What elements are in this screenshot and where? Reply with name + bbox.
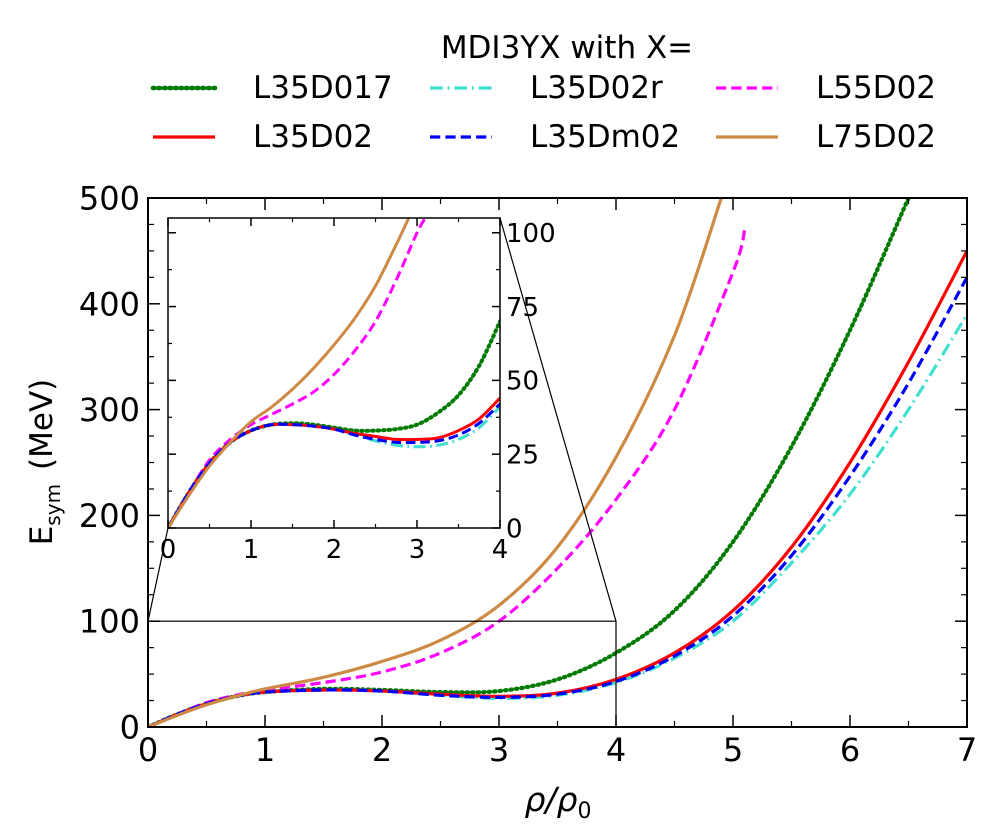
legend-item-l55d02: L55D02 [716,70,936,106]
main-x-tick-label: 4 [606,731,626,769]
inset-y-tick-label: 25 [506,441,539,471]
x-axis-label-sub: 0 [578,799,592,824]
main-y-tick-label: 500 [79,180,140,218]
inset-x-tick-label: 2 [326,535,343,565]
y-axis-label-sub: sym [41,484,65,526]
inset-y-tick-label: 75 [506,293,539,323]
main-line-l55d02 [148,229,747,727]
inset-x-tick-label: 4 [492,535,509,565]
inset-plot-frame [167,217,501,529]
legend-item-l35d02r: L35D02r [430,70,663,106]
main-line-l75d02 [148,198,723,727]
inset-line-l35dm02 [168,402,500,528]
legend-label: L35D017 [253,70,393,106]
main-x-tick-label: 0 [138,731,158,769]
main-x-tick-label: 7 [957,731,977,769]
legend-label: L75D02 [816,119,936,155]
main-y-tick-label: 400 [79,285,140,323]
main-x-tick-label: 6 [840,731,860,769]
inset-y-tick-label: 100 [506,219,556,249]
inset-x-tick-label: 0 [160,535,177,565]
inset-x-tick-label: 3 [409,535,426,565]
legend-item-l35d017: L35D017 [150,70,393,106]
y-axis-label-unit: (MeV) [24,379,60,470]
y-axis-label-main: E [24,526,60,546]
inset-line-l55d02 [168,218,427,528]
x-axis-label-main: ρ/ρ [524,780,577,819]
main-x-tick-label: 5 [723,731,743,769]
legend: MDI3YX with X= L35D017 L35D02r L55D02 L35D0… [150,30,936,155]
legend-item-l35d02: L35D02 [153,119,373,155]
inset-x-tick-label: 1 [243,535,260,565]
legend-label: L35Dm02 [530,119,680,155]
legend-title: MDI3YX with X= [441,30,693,66]
y-axis-label: Esym (MeV) [24,379,65,546]
zoom-connector-left [147,527,169,622]
inset-line-l75d02 [168,218,411,528]
inset-y-tick-label: 50 [506,367,539,397]
main-plot-frame [147,197,968,728]
x-axis-label: ρ/ρ0 [524,780,591,824]
main-line-l35dm02 [148,276,967,727]
legend-item-l35dm02: L35Dm02 [430,119,680,155]
main-y-tick-label: 200 [79,497,140,535]
main-x-tick-label: 1 [255,731,275,769]
legend-label: L35D02r [530,70,663,106]
legend-label: L55D02 [816,70,936,106]
zoom-region-box [147,620,617,728]
main-y-tick-label: 300 [79,391,140,429]
main-y-tick-label: 0 [120,709,140,747]
main-x-tick-label: 2 [372,731,392,769]
legend-item-l75d02: L75D02 [716,119,936,155]
legend-label: L35D02 [253,119,373,155]
main-x-tick-label: 3 [489,731,509,769]
inset-y-tick-label: 0 [506,514,523,544]
main-y-tick-label: 100 [79,603,140,641]
zoom-connector-right [499,217,617,622]
